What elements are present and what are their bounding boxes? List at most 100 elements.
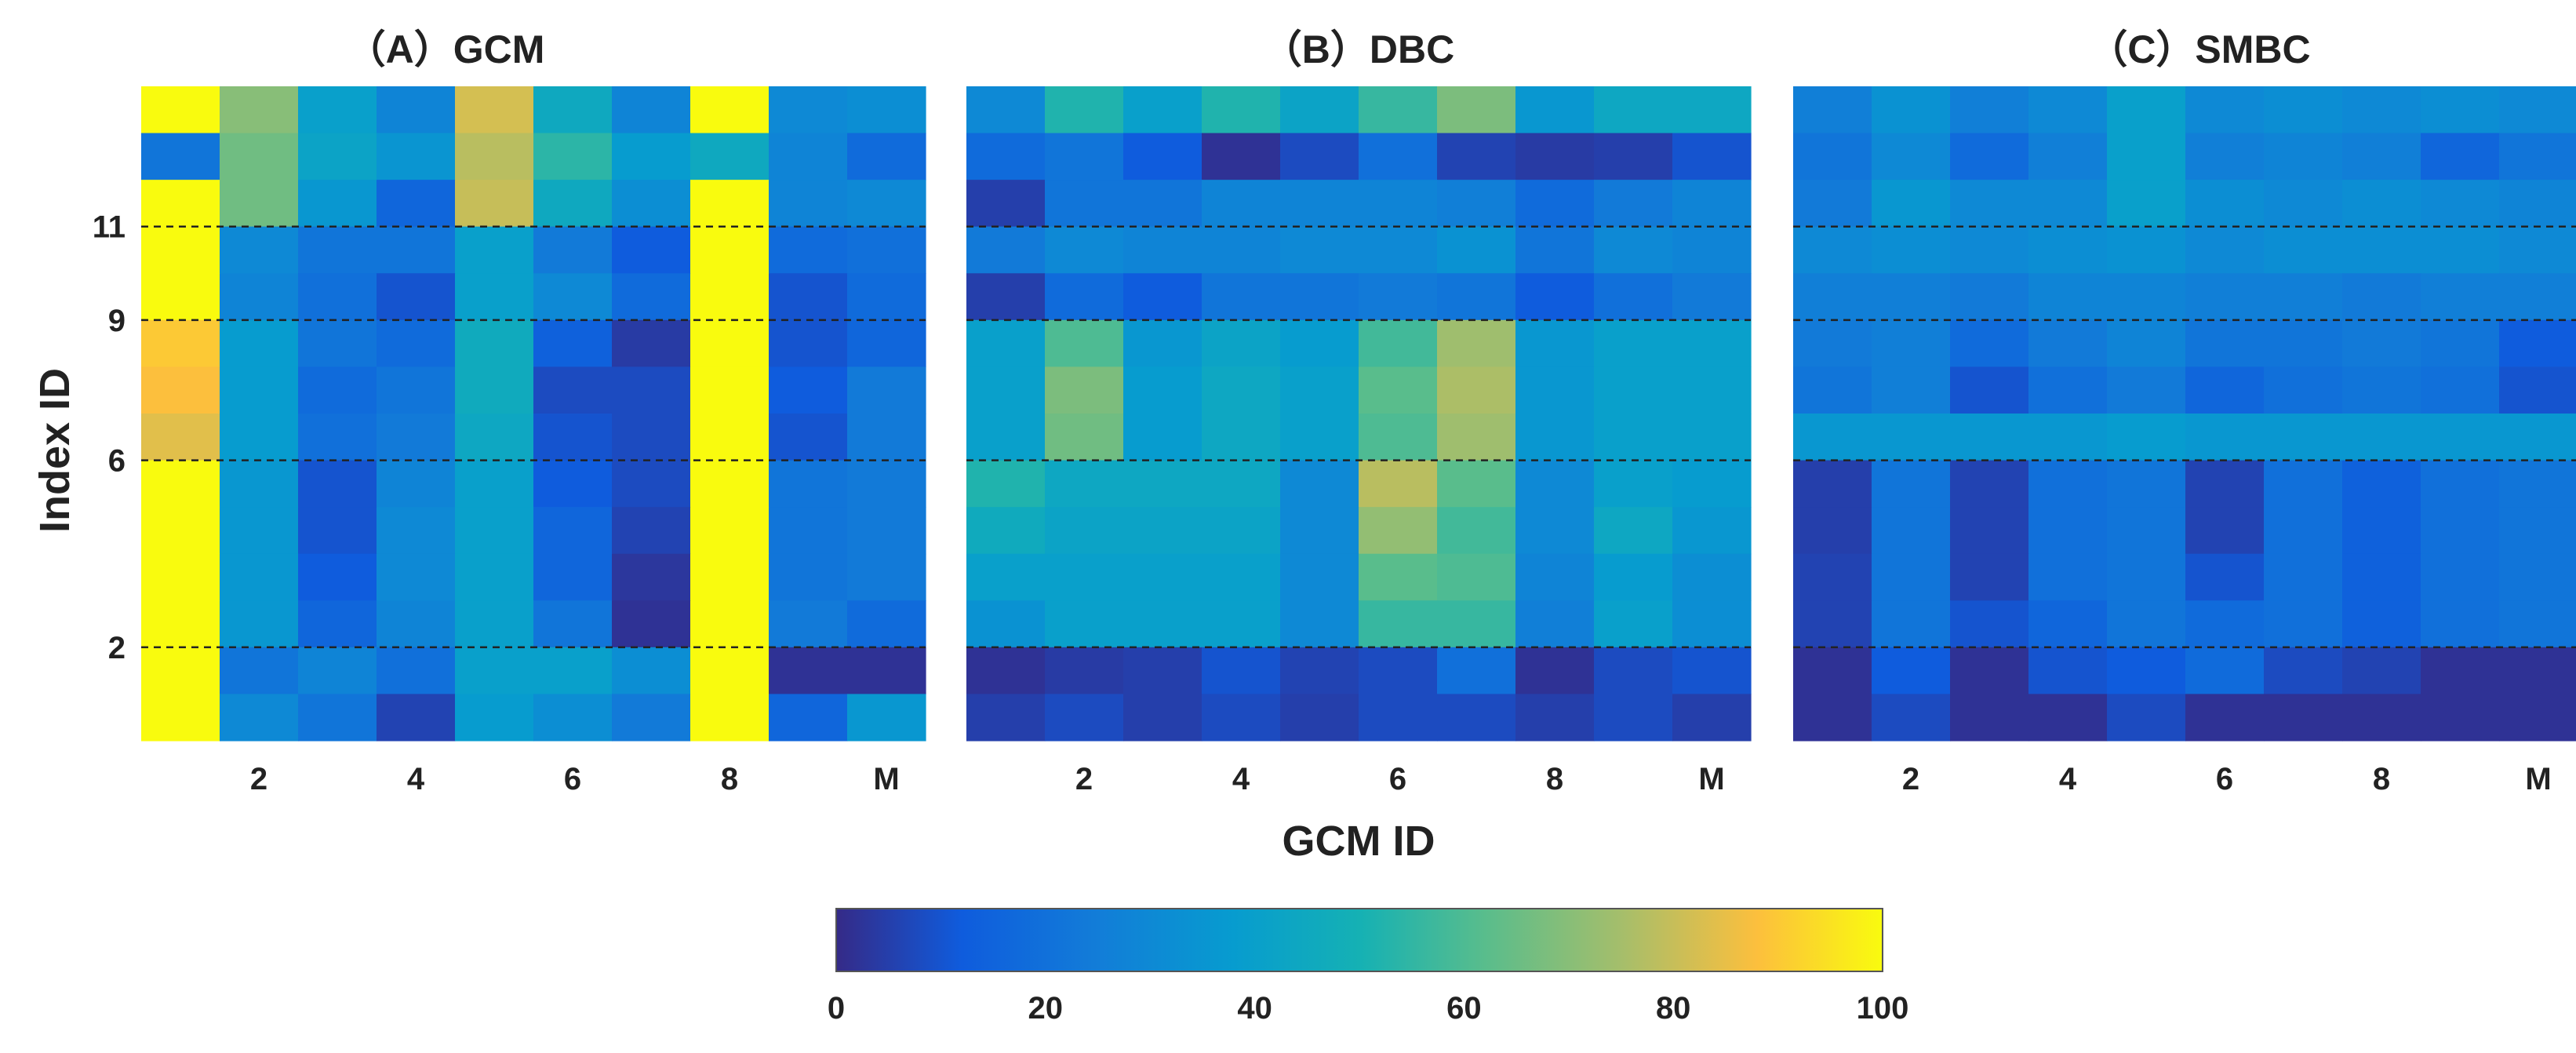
heatmap-cell (1123, 319, 1202, 368)
heatmap-cell (2499, 133, 2576, 180)
heatmap-cell (455, 86, 534, 134)
heatmap-cell (2185, 553, 2265, 601)
heatmap-cell (1359, 460, 1438, 508)
heatmap-cell (377, 86, 456, 134)
heatmap-cell (1123, 366, 1202, 414)
heatmap-cells-gcm (141, 86, 926, 741)
heatmap-cell (1437, 694, 1516, 741)
heatmap-cell (2185, 366, 2265, 414)
heatmap-cell (1202, 180, 1281, 228)
heatmap-cell (847, 694, 926, 741)
heatmap-cell (455, 226, 534, 274)
heatmap-cell (2107, 647, 2186, 695)
heatmap-cell (298, 507, 377, 555)
heatmap-cell (966, 647, 1046, 695)
heatmap-cell (1045, 414, 1124, 461)
heatmap-cell (769, 553, 848, 601)
heatmap-cell (298, 319, 377, 368)
heatmap-cell (1872, 507, 1951, 555)
heatmap-cell (1123, 180, 1202, 228)
heatmap-cell (847, 553, 926, 601)
panel-smbc: （C）SMBC 2 4 6 8 M (1793, 27, 2576, 796)
heatmap-cell (455, 647, 534, 695)
colorbar-tick-label: 40 (1237, 991, 1272, 1026)
heatmap-cell (1123, 226, 1202, 274)
heatmap-cell (690, 319, 770, 368)
panel-title-gcm: （A）GCM (347, 27, 545, 71)
colorbar-ticks: 0 20 40 60 80 100 (828, 991, 1909, 1026)
heatmap-cell (141, 319, 220, 368)
heatmap-cell (1437, 600, 1516, 648)
heatmap-cell (612, 694, 691, 741)
heatmap-cell (2028, 366, 2108, 414)
heatmap-cell (1515, 507, 1595, 555)
heatmap-cell (1594, 553, 1673, 601)
heatmap-cell (1793, 694, 1872, 741)
heatmap-cell (455, 694, 534, 741)
heatmap-cell (847, 414, 926, 461)
heatmap-cell (1437, 86, 1516, 134)
heatmap-cell (1672, 319, 1752, 368)
heatmap-cell (220, 133, 299, 180)
heatmap-cell (769, 507, 848, 555)
y-tick-label: 2 (108, 631, 126, 665)
heatmap-cell (1793, 226, 1872, 274)
heatmap-cell (1672, 414, 1752, 461)
heatmap-cell (2107, 86, 2186, 134)
heatmap-cell (2264, 460, 2343, 508)
heatmap-cell (2185, 180, 2265, 228)
heatmap-cell (1359, 507, 1438, 555)
heatmap-cell (141, 647, 220, 695)
heatmap-cell (1872, 226, 1951, 274)
heatmap-cell (1202, 460, 1281, 508)
heatmap-cell (769, 86, 848, 134)
heatmap-cell (1045, 460, 1124, 508)
heatmap-cell (298, 647, 377, 695)
heatmap-cell (377, 180, 456, 228)
heatmap-cell (1123, 507, 1202, 555)
heatmap-cell (1359, 694, 1438, 741)
heatmap-cell (2264, 133, 2343, 180)
heatmap-cell (2185, 694, 2265, 741)
heatmap-cell (1280, 507, 1359, 555)
heatmap-cell (1045, 507, 1124, 555)
heatmap-cell (377, 507, 456, 555)
heatmap-cell (2264, 86, 2343, 134)
heatmap-cell (2107, 600, 2186, 648)
heatmap-cell (612, 553, 691, 601)
heatmap-cell (1123, 694, 1202, 741)
x-tick-label: 8 (2373, 762, 2390, 796)
heatmap-cell (377, 133, 456, 180)
heatmap-cell (1123, 133, 1202, 180)
heatmap-cell (2421, 86, 2500, 134)
heatmap-cell (1950, 414, 2029, 461)
heatmap-cell (2185, 414, 2265, 461)
heatmap-cell (690, 133, 770, 180)
heatmap-cell (1672, 694, 1752, 741)
heatmap-cell (1123, 273, 1202, 321)
heatmap-cell (1202, 319, 1281, 368)
heatmap-cell (2185, 460, 2265, 508)
heatmap-cell (847, 460, 926, 508)
heatmap-cell (2028, 226, 2108, 274)
heatmap-cell (1594, 600, 1673, 648)
heatmap-cell (533, 86, 613, 134)
heatmap-cell (298, 460, 377, 508)
heatmap-cell (1672, 460, 1752, 508)
heatmap-cell (1594, 86, 1673, 134)
heatmap-cell (220, 319, 299, 368)
heatmap-cell (847, 366, 926, 414)
heatmap-cell (966, 366, 1046, 414)
heatmap-cell (1515, 86, 1595, 134)
heatmap-cell (1515, 600, 1595, 648)
heatmap-cell (1045, 86, 1124, 134)
heatmap-cell (690, 180, 770, 228)
heatmap-cell (2185, 507, 2265, 555)
heatmap-cell (1672, 273, 1752, 321)
colorbar-tick-label: 60 (1446, 991, 1482, 1026)
heatmap-cell (1045, 133, 1124, 180)
heatmap-cell (1280, 226, 1359, 274)
heatmap-cell (612, 647, 691, 695)
heatmap-cell (1872, 366, 1951, 414)
heatmap-cell (1437, 647, 1516, 695)
